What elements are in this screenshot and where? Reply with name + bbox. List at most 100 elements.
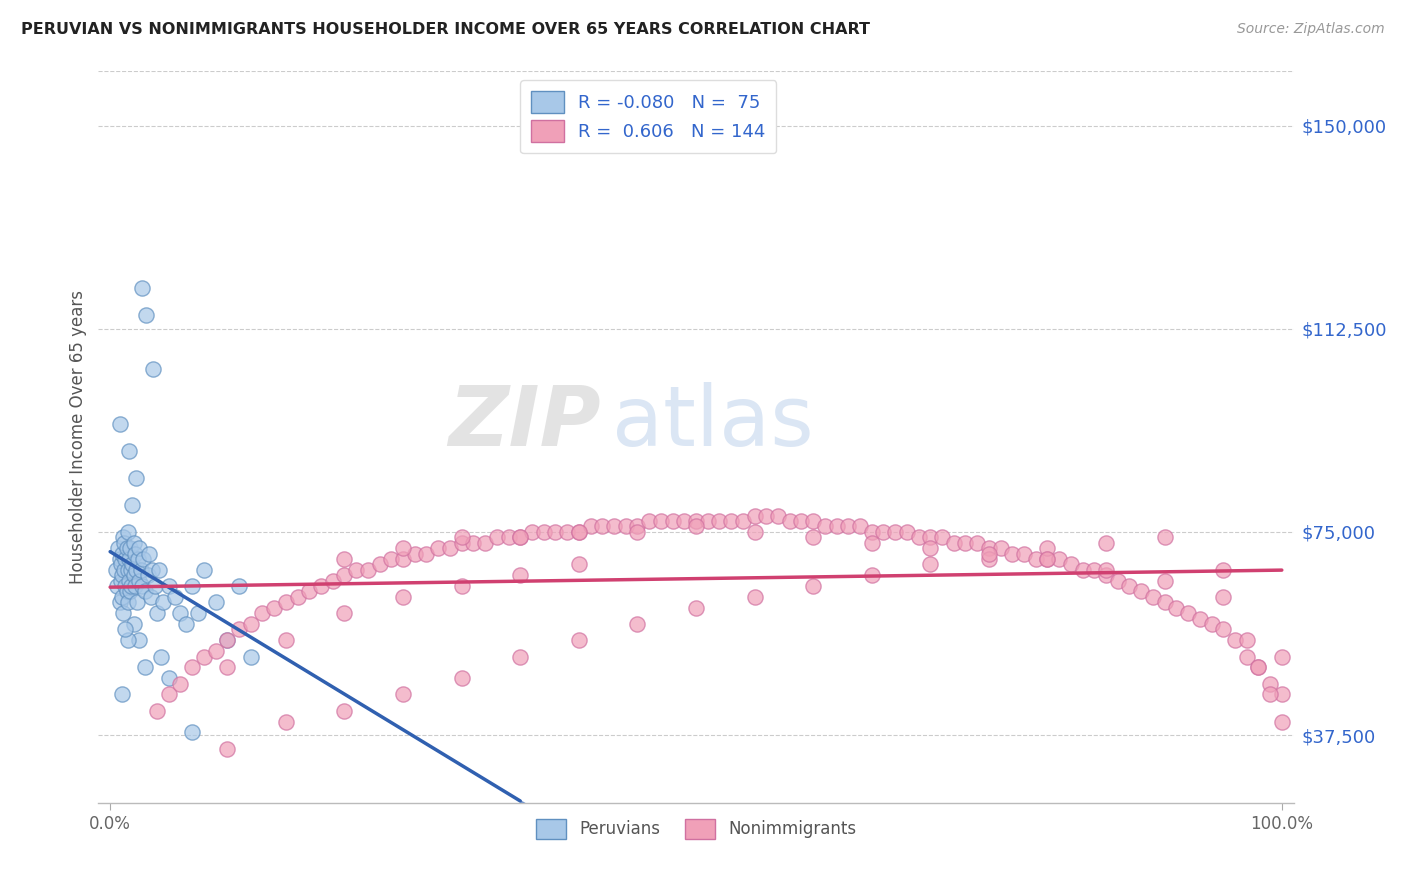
Point (204, 595, 226, 609)
Point (181, 660, 204, 674)
Point (1153, 595, 1175, 609)
Point (121, 558, 143, 572)
Point (860, 524, 883, 539)
Point (169, 606, 191, 620)
Point (120, 541, 141, 556)
Point (872, 524, 894, 539)
Point (1153, 574, 1175, 588)
Point (860, 535, 883, 549)
Point (837, 519, 859, 533)
Point (157, 671, 180, 685)
Point (685, 600, 707, 615)
Point (1247, 660, 1270, 674)
Point (333, 552, 356, 566)
Point (322, 574, 344, 588)
Point (309, 579, 332, 593)
Point (392, 590, 415, 604)
Point (626, 519, 648, 533)
Point (163, 590, 186, 604)
Point (1247, 660, 1270, 674)
Point (568, 558, 591, 572)
Point (298, 584, 321, 599)
Point (614, 519, 637, 533)
Point (533, 524, 555, 539)
Point (907, 530, 929, 544)
Point (673, 514, 696, 528)
Point (1201, 617, 1223, 632)
Point (1001, 547, 1024, 561)
Point (120, 579, 142, 593)
Point (790, 514, 813, 528)
Point (120, 584, 141, 599)
Point (228, 623, 250, 637)
Point (112, 606, 135, 620)
Point (111, 590, 134, 604)
Point (114, 623, 136, 637)
Point (127, 552, 149, 566)
Point (120, 563, 142, 577)
Point (579, 519, 602, 533)
Point (274, 595, 297, 609)
Y-axis label: Householder Income Over 65 years: Householder Income Over 65 years (69, 290, 87, 584)
Legend: Peruvians, Nonimmigrants: Peruvians, Nonimmigrants (529, 812, 863, 846)
Point (169, 676, 191, 690)
Point (404, 547, 426, 561)
Point (1258, 688, 1281, 702)
Point (1060, 558, 1083, 572)
Point (118, 574, 141, 588)
Point (696, 514, 718, 528)
Point (942, 535, 965, 549)
Point (977, 552, 1000, 566)
Point (112, 530, 135, 544)
Point (801, 579, 824, 593)
Point (187, 606, 209, 620)
Point (193, 649, 215, 664)
Point (463, 535, 485, 549)
Point (779, 514, 801, 528)
Point (112, 535, 135, 549)
Point (392, 552, 415, 566)
Point (626, 524, 648, 539)
Point (955, 535, 977, 549)
Point (661, 514, 683, 528)
Text: atlas: atlas (613, 382, 814, 463)
Point (112, 563, 135, 577)
Point (181, 725, 204, 739)
Point (1036, 552, 1059, 566)
Point (849, 519, 872, 533)
Point (252, 606, 274, 620)
Point (1153, 530, 1175, 544)
Point (117, 563, 139, 577)
Point (157, 579, 180, 593)
Point (1095, 535, 1118, 549)
Point (509, 568, 531, 582)
Point (287, 590, 309, 604)
Point (111, 568, 134, 582)
Point (685, 514, 707, 528)
Point (333, 606, 356, 620)
Point (485, 530, 508, 544)
Point (114, 552, 136, 566)
Point (141, 590, 163, 604)
Point (509, 530, 531, 544)
Point (117, 633, 139, 648)
Point (108, 417, 131, 431)
Point (709, 514, 731, 528)
Point (931, 530, 953, 544)
Point (1071, 563, 1094, 577)
Point (380, 552, 402, 566)
Point (125, 471, 148, 485)
Point (884, 524, 907, 539)
Text: PERUVIAN VS NONIMMIGRANTS HOUSEHOLDER INCOME OVER 65 YEARS CORRELATION CHART: PERUVIAN VS NONIMMIGRANTS HOUSEHOLDER IN… (21, 22, 870, 37)
Point (149, 649, 172, 664)
Point (990, 541, 1012, 556)
Point (860, 568, 883, 582)
Point (1271, 714, 1294, 729)
Point (720, 514, 742, 528)
Point (136, 568, 159, 582)
Point (228, 579, 250, 593)
Point (450, 579, 472, 593)
Point (157, 688, 180, 702)
Point (239, 649, 262, 664)
Point (357, 563, 380, 577)
